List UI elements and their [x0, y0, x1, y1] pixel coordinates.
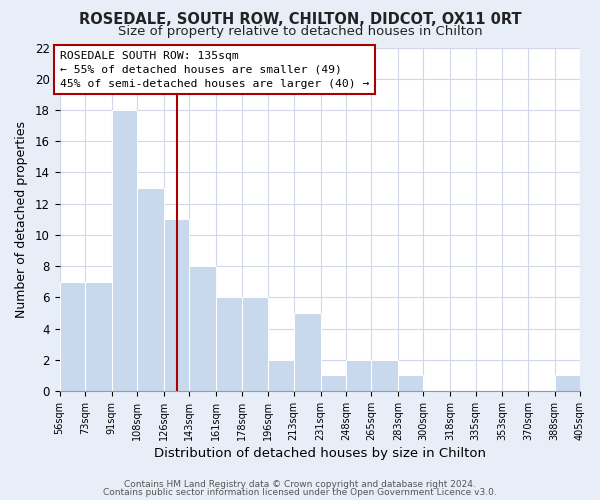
Text: ROSEDALE, SOUTH ROW, CHILTON, DIDCOT, OX11 0RT: ROSEDALE, SOUTH ROW, CHILTON, DIDCOT, OX… [79, 12, 521, 28]
Text: Contains public sector information licensed under the Open Government Licence v3: Contains public sector information licen… [103, 488, 497, 497]
Bar [554, 376, 580, 391]
Text: Contains HM Land Registry data © Crown copyright and database right 2024.: Contains HM Land Registry data © Crown c… [124, 480, 476, 489]
Bar [346, 360, 371, 391]
Bar [112, 110, 137, 391]
Bar [371, 360, 398, 391]
Bar [268, 360, 294, 391]
Y-axis label: Number of detached properties: Number of detached properties [15, 120, 28, 318]
Bar [85, 282, 112, 391]
Bar [320, 376, 346, 391]
Bar [59, 282, 85, 391]
Bar [294, 313, 320, 391]
Text: ROSEDALE SOUTH ROW: 135sqm
← 55% of detached houses are smaller (49)
45% of semi: ROSEDALE SOUTH ROW: 135sqm ← 55% of deta… [59, 50, 369, 88]
Bar [164, 219, 190, 391]
Bar [398, 376, 424, 391]
Bar [190, 266, 216, 391]
Bar [216, 298, 242, 391]
Bar [137, 188, 164, 391]
Bar [242, 298, 268, 391]
Text: Size of property relative to detached houses in Chilton: Size of property relative to detached ho… [118, 25, 482, 38]
X-axis label: Distribution of detached houses by size in Chilton: Distribution of detached houses by size … [154, 447, 486, 460]
